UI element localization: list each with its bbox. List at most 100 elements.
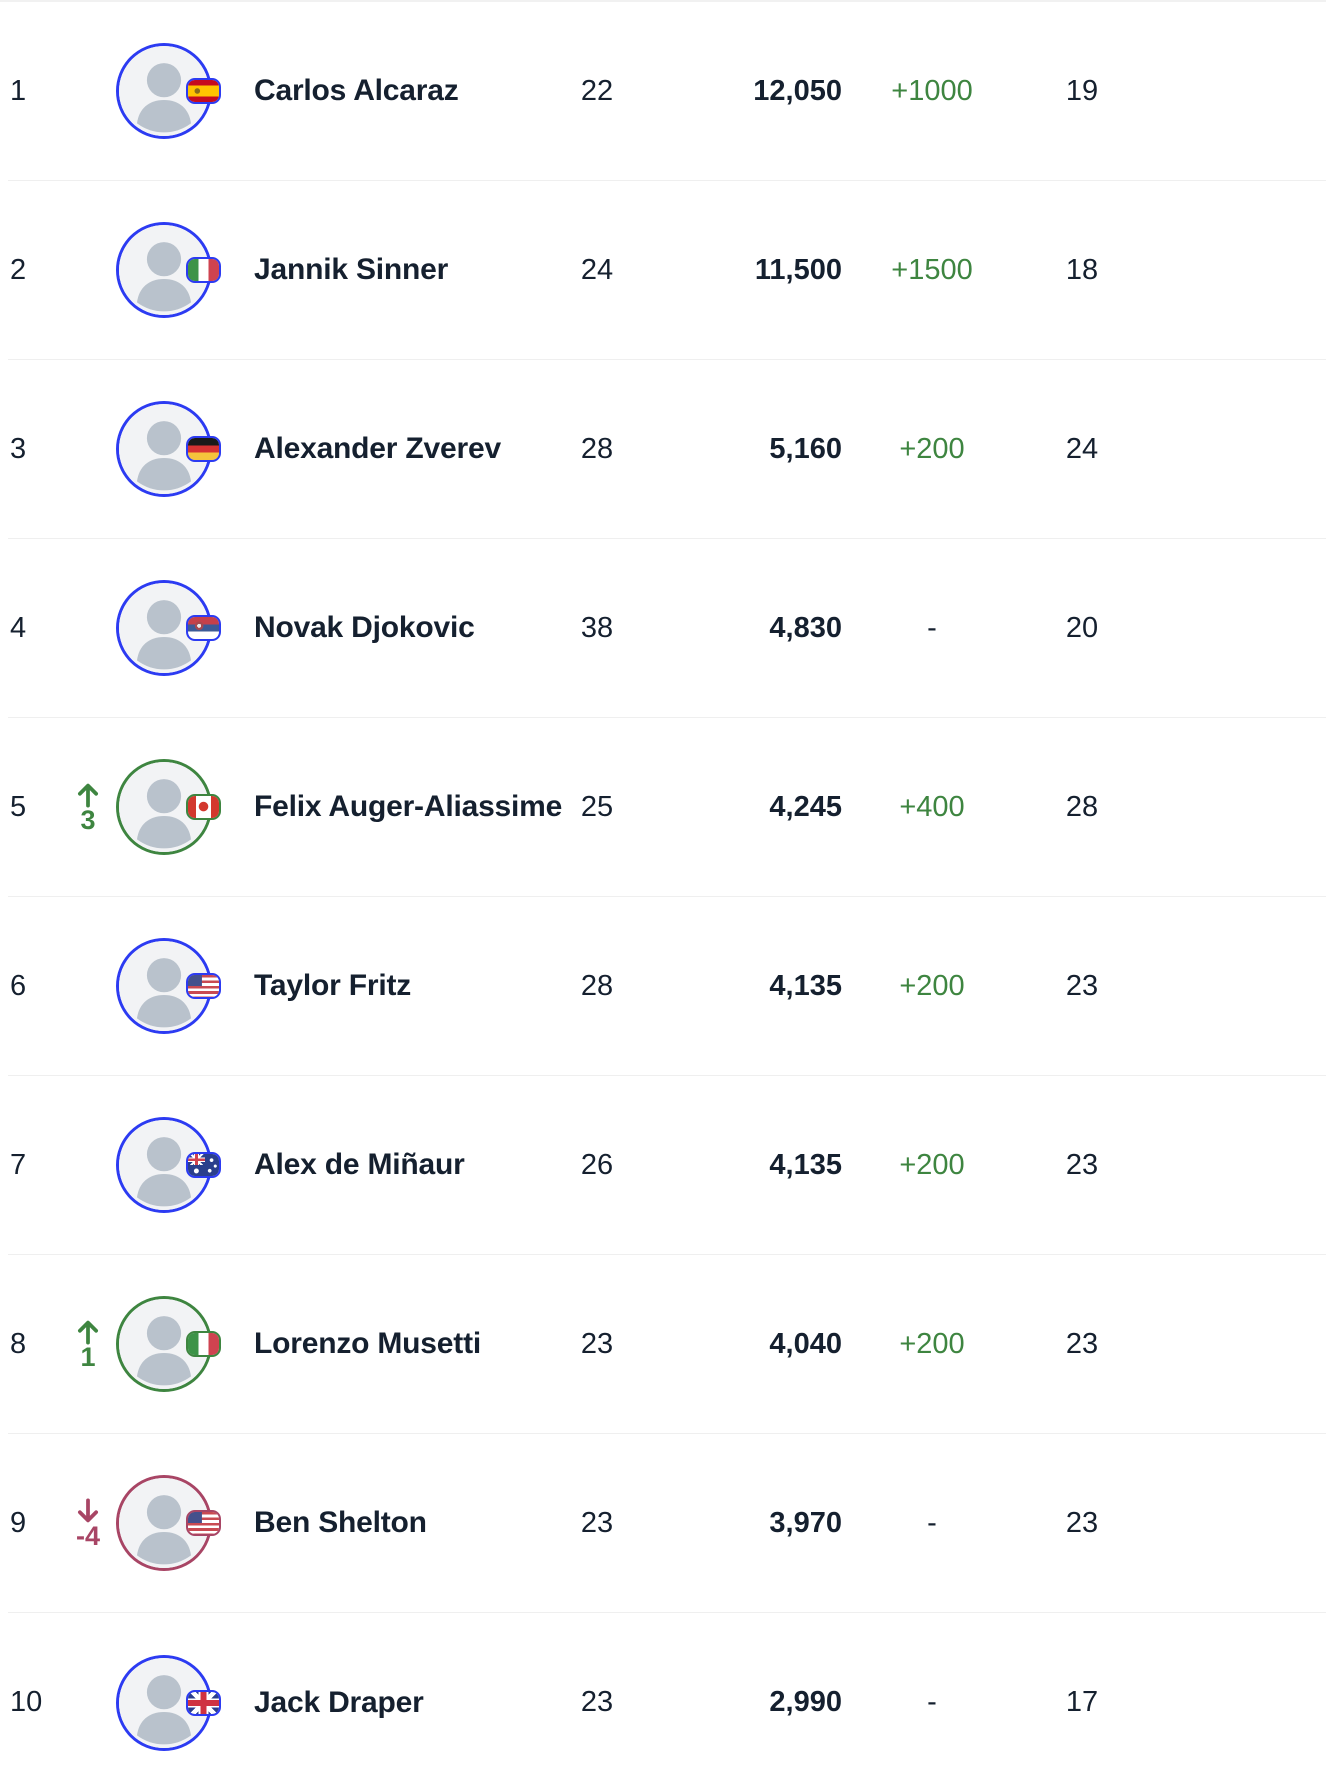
player-avatar: [116, 938, 221, 1034]
rank: 3: [10, 432, 27, 465]
rank: 8: [10, 1327, 27, 1360]
movement-value: 1: [80, 1342, 96, 1372]
tournaments-played: 23: [1065, 1327, 1099, 1360]
player-avatar: [116, 1296, 221, 1392]
rank: 6: [10, 969, 27, 1002]
rank: 9: [10, 1506, 27, 1539]
points-change: -: [927, 611, 937, 644]
player-row[interactable]: 3 Alexander Zverev 28 5,160 +200 24: [8, 360, 1326, 539]
italy-flag-icon: [186, 1331, 221, 1357]
tournaments-played: 23: [1065, 969, 1099, 1002]
rank: 5: [10, 790, 27, 823]
points-change: +200: [899, 1148, 965, 1181]
player-age: 23: [580, 1327, 614, 1360]
canada-flag-icon: [186, 794, 221, 820]
points-change: -: [927, 1506, 937, 1539]
player-row[interactable]: 2 Jannik Sinner 24 11,500 +1500 18: [8, 181, 1326, 360]
movement-value: 3: [80, 805, 96, 835]
rank-movement: -4: [64, 1496, 112, 1550]
player-photo: [119, 941, 209, 1031]
player-row[interactable]: 4 Novak Djokovic 38 4,830 - 20: [8, 539, 1326, 718]
movement-value: -4: [75, 1521, 100, 1551]
player-age: 26: [580, 1148, 614, 1181]
serbia-flag-icon: [186, 615, 221, 641]
player-avatar: [116, 1654, 221, 1751]
player-name[interactable]: Alexander Zverev: [254, 432, 501, 465]
player-name[interactable]: Jannik Sinner: [254, 253, 449, 286]
rank: 4: [10, 611, 27, 644]
player-name[interactable]: Novak Djokovic: [254, 611, 475, 644]
player-points: 4,135: [769, 1148, 842, 1181]
player-name[interactable]: Alex de Miñaur: [254, 1148, 465, 1181]
player-row[interactable]: 6 Taylor Fritz 28 4,135 +200 23: [8, 897, 1326, 1076]
rank: 7: [10, 1148, 27, 1181]
player-name[interactable]: Ben Shelton: [254, 1506, 427, 1539]
player-points: 4,830: [769, 611, 842, 644]
player-photo: [119, 1120, 209, 1210]
player-name[interactable]: Taylor Fritz: [254, 969, 412, 1002]
points-change: +200: [899, 432, 965, 465]
points-change: -: [927, 1686, 937, 1718]
uk-flag-icon: [186, 1689, 221, 1716]
rank: 1: [10, 74, 27, 107]
player-points: 4,135: [769, 969, 842, 1002]
player-points: 5,160: [769, 432, 842, 465]
spain-flag-icon: [186, 78, 221, 104]
player-row[interactable]: 9 -4 Ben Shelton 23 3,970 - 23: [8, 1434, 1326, 1613]
rank: 2: [10, 253, 27, 286]
player-row[interactable]: 8 1 Lorenzo Musetti 23 4,040 +200 23: [8, 1255, 1326, 1434]
tournaments-played: 18: [1065, 253, 1099, 286]
player-age: 28: [580, 969, 614, 1002]
germany-flag-icon: [186, 436, 221, 462]
tournaments-played: 19: [1065, 74, 1099, 107]
player-age: 22: [580, 74, 614, 107]
australia-flag-icon: [186, 1152, 221, 1178]
points-change: +200: [899, 969, 965, 1002]
player-row[interactable]: 10 Jack Draper 23 2,990 - 17: [8, 1613, 1326, 1766]
tournaments-played: 28: [1065, 790, 1099, 823]
player-avatar: [116, 1117, 221, 1213]
arrow-down-icon: [78, 1498, 98, 1523]
points-change: +400: [899, 790, 965, 823]
player-points: 4,245: [769, 790, 842, 823]
player-name[interactable]: Felix Auger-Aliassime: [254, 790, 563, 823]
player-avatar: [116, 43, 221, 139]
player-points: 3,970: [769, 1506, 842, 1539]
player-age: 25: [580, 790, 614, 823]
points-change: +1000: [891, 74, 973, 107]
player-row[interactable]: 7 Alex de Miñaur 26 4,135 +200 23: [8, 1076, 1326, 1255]
rank-movement: 3: [64, 780, 112, 834]
italy-flag-icon: [186, 257, 221, 283]
player-points: 4,040: [769, 1327, 842, 1360]
player-age: 23: [580, 1686, 614, 1718]
points-change: +1500: [891, 253, 973, 286]
player-avatar: [116, 401, 221, 497]
arrow-up-icon: [78, 1320, 98, 1345]
tournaments-played: 23: [1065, 1148, 1099, 1181]
player-age: 23: [580, 1506, 614, 1539]
player-name[interactable]: Lorenzo Musetti: [254, 1327, 481, 1360]
usa-flag-icon: [186, 1510, 221, 1536]
player-row[interactable]: 5 3 Felix Auger-Aliassime 25 4,245 +400 …: [8, 718, 1326, 897]
player-age: 38: [580, 611, 614, 644]
player-age: 28: [580, 432, 614, 465]
points-change: +200: [899, 1327, 965, 1360]
player-age: 24: [580, 253, 614, 286]
player-name[interactable]: Jack Draper: [254, 1685, 424, 1719]
player-avatar: [116, 222, 221, 318]
player-points: 11,500: [754, 253, 842, 286]
player-photo: [119, 404, 209, 494]
tournaments-played: 24: [1065, 432, 1099, 465]
player-photo: [119, 762, 209, 852]
tournaments-played: 17: [1065, 1686, 1099, 1718]
player-points: 2,990: [769, 1686, 842, 1718]
tournaments-played: 23: [1065, 1506, 1099, 1539]
player-avatar: [116, 759, 221, 855]
arrow-up-icon: [78, 783, 98, 808]
player-name[interactable]: Carlos Alcaraz: [254, 74, 459, 107]
player-avatar: [116, 580, 221, 676]
player-row[interactable]: 1 Carlos Alcaraz 22 12,050 +1000 19: [8, 2, 1326, 181]
player-points: 12,050: [753, 74, 842, 107]
player-photo: [119, 1478, 209, 1568]
